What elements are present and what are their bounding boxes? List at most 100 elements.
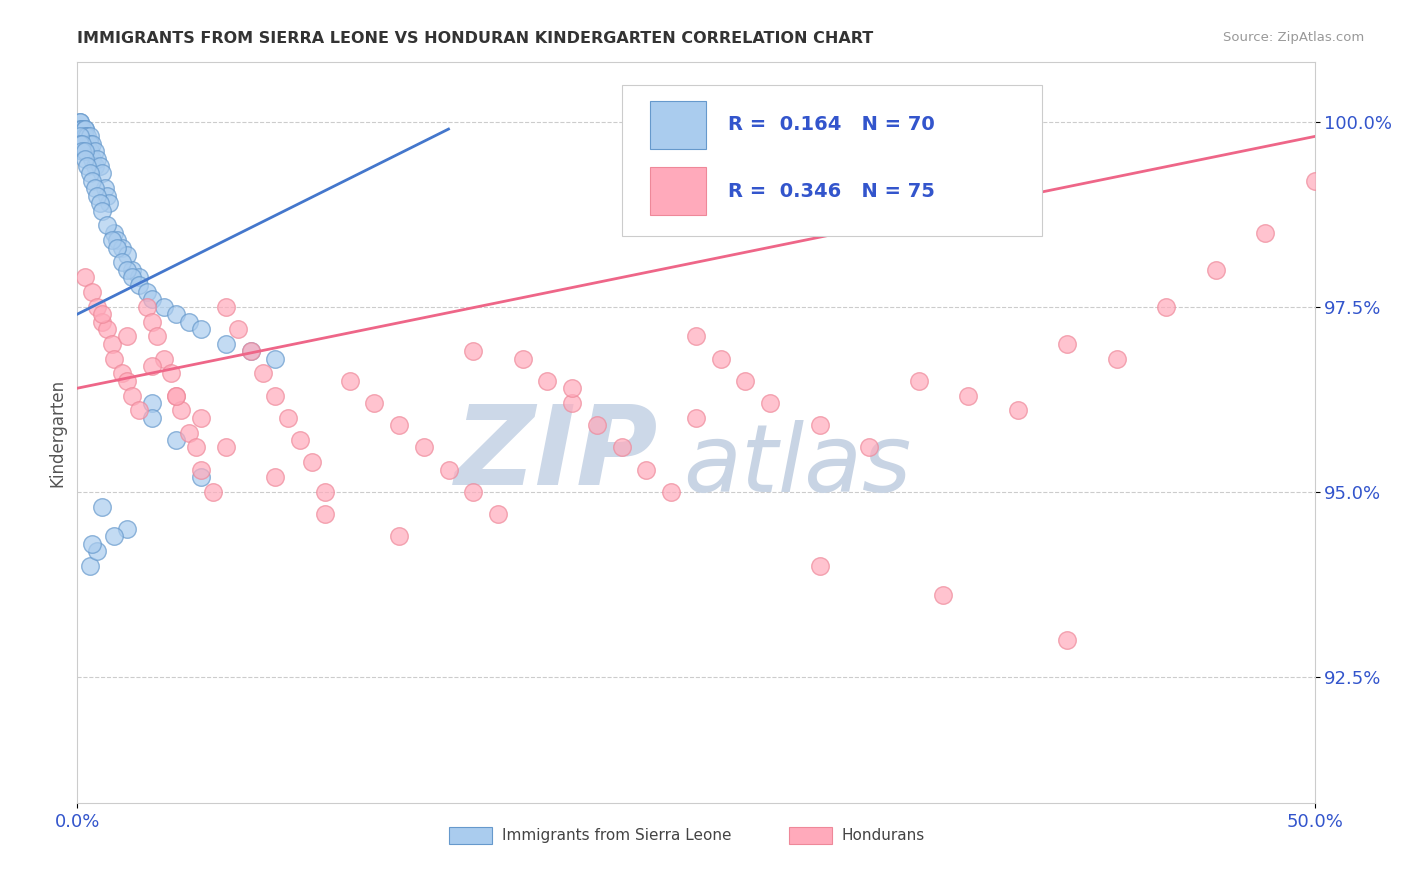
Point xyxy=(314,507,336,521)
Point xyxy=(301,455,323,469)
Point xyxy=(115,374,138,388)
Point xyxy=(165,389,187,403)
FancyBboxPatch shape xyxy=(621,85,1042,236)
Point xyxy=(128,403,150,417)
Point xyxy=(111,255,134,269)
Point xyxy=(215,336,238,351)
Point xyxy=(388,529,411,543)
Text: R =  0.346   N = 75: R = 0.346 N = 75 xyxy=(728,182,935,201)
Point xyxy=(153,300,176,314)
Point xyxy=(141,396,163,410)
Point xyxy=(463,484,485,499)
Point xyxy=(141,410,163,425)
Point xyxy=(91,167,114,181)
Point xyxy=(76,145,98,159)
Point xyxy=(184,441,207,455)
Point xyxy=(73,152,96,166)
Point xyxy=(91,315,114,329)
Point xyxy=(96,188,118,202)
Point xyxy=(72,122,94,136)
Point xyxy=(86,300,108,314)
Point xyxy=(463,344,485,359)
Point xyxy=(128,270,150,285)
Point xyxy=(1007,403,1029,417)
Point xyxy=(76,159,98,173)
Point xyxy=(1056,336,1078,351)
Point xyxy=(239,344,262,359)
Point xyxy=(103,226,125,240)
Point xyxy=(82,174,104,188)
Point xyxy=(89,159,111,173)
Point xyxy=(226,322,249,336)
Point xyxy=(659,484,682,499)
Point xyxy=(115,522,138,536)
Point xyxy=(76,136,98,151)
Point xyxy=(907,374,929,388)
Point xyxy=(363,396,385,410)
Point xyxy=(277,410,299,425)
Point xyxy=(808,558,831,573)
Point xyxy=(111,367,134,381)
Point xyxy=(72,145,94,159)
Text: ZIP: ZIP xyxy=(456,401,659,508)
Point xyxy=(314,484,336,499)
Point xyxy=(190,410,212,425)
Point xyxy=(91,203,114,218)
Point xyxy=(69,122,91,136)
Point xyxy=(215,300,238,314)
Point xyxy=(239,344,262,359)
Point xyxy=(1154,300,1177,314)
Point xyxy=(252,367,274,381)
Point xyxy=(115,329,138,343)
Point xyxy=(93,181,115,195)
Point xyxy=(79,129,101,144)
Point xyxy=(685,329,707,343)
Point xyxy=(72,136,94,151)
Point xyxy=(141,293,163,307)
Point xyxy=(1254,226,1277,240)
Point xyxy=(73,122,96,136)
Point xyxy=(145,329,167,343)
FancyBboxPatch shape xyxy=(650,168,706,215)
Point xyxy=(101,336,124,351)
FancyBboxPatch shape xyxy=(650,101,706,149)
Point xyxy=(808,418,831,433)
Point xyxy=(264,351,287,366)
Point xyxy=(69,129,91,144)
Point xyxy=(115,262,138,277)
Point xyxy=(101,233,124,247)
Point xyxy=(486,507,509,521)
Text: IMMIGRANTS FROM SIERRA LEONE VS HONDURAN KINDERGARTEN CORRELATION CHART: IMMIGRANTS FROM SIERRA LEONE VS HONDURAN… xyxy=(77,31,873,46)
Point xyxy=(83,159,105,173)
Point xyxy=(177,315,200,329)
Point xyxy=(170,403,193,417)
Point xyxy=(98,196,121,211)
Point xyxy=(79,558,101,573)
Point xyxy=(91,500,114,514)
Point xyxy=(73,145,96,159)
Point xyxy=(96,322,118,336)
Point xyxy=(190,463,212,477)
Point xyxy=(79,167,101,181)
Point xyxy=(932,589,955,603)
Text: Immigrants from Sierra Leone: Immigrants from Sierra Leone xyxy=(502,828,731,843)
Text: atlas: atlas xyxy=(683,420,912,511)
Point xyxy=(412,441,434,455)
Point xyxy=(437,463,460,477)
Point xyxy=(388,418,411,433)
FancyBboxPatch shape xyxy=(449,827,492,844)
Point xyxy=(83,181,105,195)
Point xyxy=(79,145,101,159)
Point xyxy=(165,389,187,403)
Point xyxy=(89,196,111,211)
Point xyxy=(86,544,108,558)
Point xyxy=(73,129,96,144)
Point xyxy=(264,470,287,484)
Point xyxy=(636,463,658,477)
Point xyxy=(141,359,163,373)
Point xyxy=(86,152,108,166)
Point xyxy=(135,300,157,314)
Point xyxy=(561,381,583,395)
Point xyxy=(1303,174,1326,188)
Point xyxy=(69,136,91,151)
